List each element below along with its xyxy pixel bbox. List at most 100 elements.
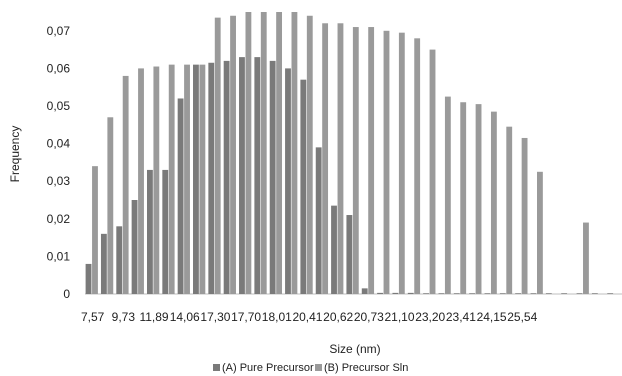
x-tick-label: 9,73 <box>112 310 136 324</box>
bar-precursor-sln <box>537 171 543 294</box>
y-axis: 0 0,01 0,02 0,03 0,04 0,05 0,06 0,07 <box>47 24 71 301</box>
bar-pure-precursor <box>499 293 506 294</box>
bar-precursor-sln <box>230 15 236 294</box>
bar-precursor-sln <box>398 32 405 295</box>
bar-precursor-sln <box>306 15 313 294</box>
x-tick-label: 17,30 <box>200 310 230 324</box>
bar-pure-precursor <box>208 62 215 295</box>
bar-pure-precursor <box>300 79 307 295</box>
bar-pure-precursor <box>361 288 368 294</box>
y-tick-label: 0,04 <box>47 137 71 151</box>
bar-precursor-sln <box>444 96 451 294</box>
legend: (A) Pure Precursor (B) Precursor Sln <box>213 362 408 374</box>
bar-pure-precursor <box>591 293 598 294</box>
bar-precursor-sln <box>460 102 467 295</box>
bar-pure-precursor <box>484 293 491 294</box>
legend-label-precursor-sln: (B) Precursor Sln <box>324 362 408 374</box>
x-tick-label: 20,73 <box>354 310 384 324</box>
bar-pure-precursor <box>346 215 353 294</box>
x-tick-label: 24,15 <box>477 310 507 324</box>
bar-pure-precursor <box>239 57 245 295</box>
x-tick-label: 23,41 <box>446 310 476 324</box>
bar-pure-precursor <box>545 293 552 294</box>
x-tick-label: 21,10 <box>385 310 415 324</box>
bar-precursor-sln <box>337 23 344 295</box>
bar-pure-precursor <box>530 293 537 294</box>
bar-pure-precursor <box>576 293 583 294</box>
y-tick-label: 0,05 <box>47 99 71 113</box>
bar-precursor-sln <box>291 12 298 294</box>
bar-precursor-sln <box>184 64 190 294</box>
bar-pure-precursor <box>607 293 614 294</box>
x-axis: 7,57 9,73 11,89 14,06 17,30 17,70 18,01 20,41 20… <box>81 293 622 324</box>
bar-precursor-sln <box>490 111 497 294</box>
bar-pure-precursor <box>85 263 92 294</box>
bar-pure-precursor <box>423 293 429 294</box>
bar-pure-precursor <box>377 292 383 294</box>
bar-precursor-sln <box>138 68 144 295</box>
x-tick-label: 14,06 <box>170 310 200 324</box>
x-tick-label: 18,01 <box>262 310 292 324</box>
bar-precursor-sln <box>521 137 528 294</box>
bar-pure-precursor <box>131 200 138 294</box>
bar-pure-precursor <box>254 57 261 295</box>
bar-precursor-sln <box>276 12 283 294</box>
bar-precursor-sln <box>475 104 482 295</box>
bar-precursor-sln <box>352 27 359 294</box>
bar-pure-precursor <box>285 68 291 295</box>
y-tick-label: 0,07 <box>47 24 71 38</box>
x-tick-label: 17,70 <box>231 310 261 324</box>
bar-precursor-sln <box>583 222 589 294</box>
bar-pure-precursor <box>515 293 522 294</box>
bar-precursor-sln <box>322 23 329 295</box>
bar-pure-precursor <box>315 147 322 294</box>
bar-pure-precursor <box>469 293 476 294</box>
bar-precursor-sln <box>383 30 390 295</box>
bar-pure-precursor <box>223 60 230 294</box>
bar-pure-precursor <box>100 233 107 294</box>
bar-pure-precursor <box>177 98 184 294</box>
bar-precursor-sln <box>107 117 114 294</box>
y-axis-title: Frequency <box>8 126 22 183</box>
bar-precursor-sln <box>506 126 513 295</box>
bar-precursor-sln <box>153 66 160 295</box>
bar-precursor-sln <box>92 166 98 294</box>
bar-precursor-sln <box>429 49 436 294</box>
bar-pure-precursor <box>193 64 199 294</box>
x-tick-label: 7,57 <box>81 310 105 324</box>
bar-pure-precursor <box>561 293 568 294</box>
legend-swatch-precursor-sln <box>315 364 322 371</box>
bars <box>85 12 614 295</box>
y-tick-label: 0 <box>63 287 70 301</box>
bar-precursor-sln <box>414 38 421 294</box>
x-tick-label: 20,62 <box>323 310 353 324</box>
bar-precursor-sln <box>199 64 206 294</box>
legend-label-pure-precursor: (A) Pure Precursor <box>222 362 314 374</box>
bar-precursor-sln <box>368 27 375 294</box>
bar-precursor-sln <box>122 75 129 294</box>
x-axis-title: Size (nm) <box>329 342 380 356</box>
bar-precursor-sln <box>245 12 252 294</box>
x-tick-label: 23,20 <box>415 310 445 324</box>
bar-pure-precursor <box>269 60 276 294</box>
bar-pure-precursor <box>146 169 153 294</box>
bar-pure-precursor <box>162 169 169 294</box>
bar-pure-precursor <box>392 292 399 294</box>
bar-pure-precursor <box>438 293 445 294</box>
bar-pure-precursor <box>407 292 414 294</box>
bar-pure-precursor <box>331 205 337 294</box>
y-tick-label: 0,03 <box>47 174 71 188</box>
x-tick-label: 11,89 <box>139 310 168 324</box>
y-tick-label: 0,06 <box>47 61 71 75</box>
bar-pure-precursor <box>453 293 460 294</box>
x-tick-label: 25,54 <box>507 310 537 324</box>
bar-precursor-sln <box>214 17 221 294</box>
bar-pure-precursor <box>116 226 123 294</box>
bar-precursor-sln <box>168 64 175 294</box>
legend-swatch-pure-precursor <box>213 364 220 371</box>
bar-precursor-sln <box>260 12 267 294</box>
x-tick-label: 20,41 <box>292 310 322 324</box>
y-tick-label: 0,01 <box>47 249 71 263</box>
y-tick-label: 0,02 <box>47 212 71 226</box>
